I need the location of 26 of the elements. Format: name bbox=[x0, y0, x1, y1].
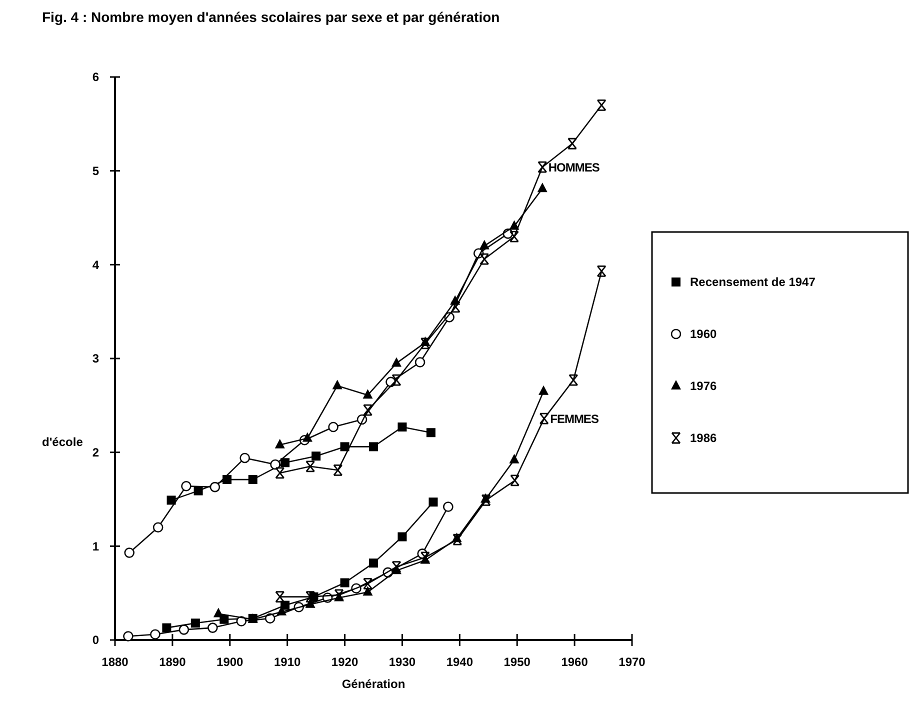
legend-label: Recensement de 1947 bbox=[690, 275, 816, 290]
y-axis-title: d'école bbox=[42, 435, 84, 449]
chart-title: Fig. 4 : Nombre moyen d'années scolaires par sexe et par génération bbox=[42, 9, 500, 25]
y-tick-label: 6 bbox=[92, 70, 100, 84]
x-tick-label: 1970 bbox=[618, 655, 646, 669]
x-tick-label: 1920 bbox=[331, 655, 358, 669]
x-tick-label: 1950 bbox=[504, 655, 531, 669]
x-tick-label: 1930 bbox=[388, 655, 416, 669]
x-tick-label: 1960 bbox=[561, 655, 588, 669]
x-tick-label: 1910 bbox=[274, 655, 302, 669]
y-tick-label: 5 bbox=[92, 164, 100, 178]
annotation: FEMMES bbox=[550, 412, 599, 426]
y-tick-label: 0 bbox=[92, 633, 100, 648]
legend-label: 1960 bbox=[690, 327, 718, 342]
x-axis-title: Génération bbox=[342, 677, 406, 691]
x-tick-label: 1900 bbox=[216, 655, 244, 669]
y-tick-label: 3 bbox=[92, 352, 100, 366]
legend-label: 1976 bbox=[690, 379, 718, 394]
y-tick-label: 4 bbox=[92, 258, 100, 272]
y-tick-label: 2 bbox=[92, 446, 100, 460]
x-tick-label: 1940 bbox=[446, 655, 474, 669]
x-tick-label: 1890 bbox=[159, 655, 186, 669]
annotation: HOMMES bbox=[548, 160, 600, 174]
x-tick-label: 1880 bbox=[102, 655, 129, 669]
legend-label: 1986 bbox=[690, 431, 718, 446]
y-tick-label: 1 bbox=[92, 539, 100, 554]
